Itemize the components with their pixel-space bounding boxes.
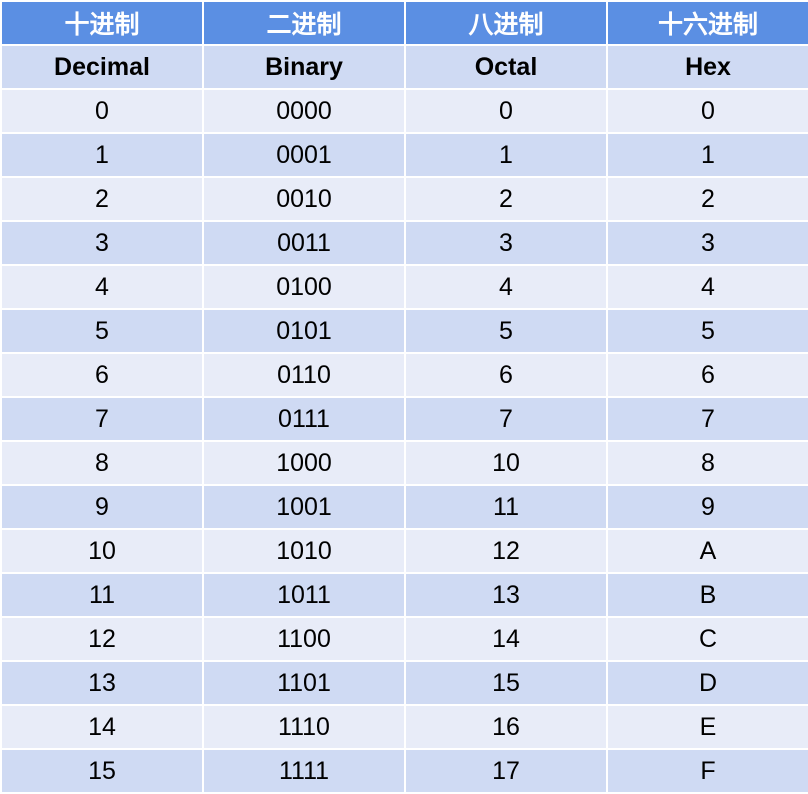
binary-cell: 1010 — [202, 528, 406, 574]
hex-cell: 6 — [606, 352, 808, 398]
decimal-cell: 8 — [0, 440, 204, 486]
table-row: 6 0110 6 6 — [0, 352, 808, 398]
octal-cell: 5 — [404, 308, 608, 354]
header-en-octal: Octal — [404, 44, 608, 90]
table-row: 11 1011 13 B — [0, 572, 808, 618]
octal-cell: 10 — [404, 440, 608, 486]
hex-cell: 7 — [606, 396, 808, 442]
binary-cell: 1110 — [202, 704, 406, 750]
decimal-cell: 15 — [0, 748, 204, 794]
octal-cell: 13 — [404, 572, 608, 618]
header-en-decimal: Decimal — [0, 44, 204, 90]
header-zh-hex: 十六进制 — [606, 0, 808, 46]
table-row: 12 1100 14 C — [0, 616, 808, 662]
decimal-cell: 9 — [0, 484, 204, 530]
table-row: 3 0011 3 3 — [0, 220, 808, 266]
table-row: 14 1110 16 E — [0, 704, 808, 750]
table-row: 0 0000 0 0 — [0, 88, 808, 134]
chinese-header-row: 十进制 二进制 八进制 十六进制 — [0, 0, 808, 46]
binary-cell: 1111 — [202, 748, 406, 794]
hex-cell: 1 — [606, 132, 808, 178]
decimal-cell: 3 — [0, 220, 204, 266]
octal-cell: 11 — [404, 484, 608, 530]
hex-cell: E — [606, 704, 808, 750]
octal-cell: 16 — [404, 704, 608, 750]
table-row: 7 0111 7 7 — [0, 396, 808, 442]
header-zh-octal: 八进制 — [404, 0, 608, 46]
hex-cell: B — [606, 572, 808, 618]
hex-cell: 4 — [606, 264, 808, 310]
octal-cell: 6 — [404, 352, 608, 398]
octal-cell: 2 — [404, 176, 608, 222]
hex-cell: F — [606, 748, 808, 794]
decimal-cell: 14 — [0, 704, 204, 750]
binary-cell: 0010 — [202, 176, 406, 222]
header-zh-decimal: 十进制 — [0, 0, 204, 46]
decimal-cell: 11 — [0, 572, 204, 618]
binary-cell: 0000 — [202, 88, 406, 134]
binary-cell: 0001 — [202, 132, 406, 178]
binary-cell: 1001 — [202, 484, 406, 530]
octal-cell: 1 — [404, 132, 608, 178]
table-body: 0 0000 0 0 1 0001 1 1 2 0010 2 2 3 0011 3 3 4 0100 4 4 5 0101… — [0, 88, 808, 794]
decimal-cell: 4 — [0, 264, 204, 310]
octal-cell: 17 — [404, 748, 608, 794]
header-en-binary: Binary — [202, 44, 406, 90]
decimal-cell: 7 — [0, 396, 204, 442]
binary-cell: 0101 — [202, 308, 406, 354]
decimal-cell: 10 — [0, 528, 204, 574]
hex-cell: 2 — [606, 176, 808, 222]
table-row: 8 1000 10 8 — [0, 440, 808, 486]
decimal-cell: 6 — [0, 352, 204, 398]
hex-cell: C — [606, 616, 808, 662]
decimal-cell: 5 — [0, 308, 204, 354]
octal-cell: 0 — [404, 88, 608, 134]
decimal-cell: 12 — [0, 616, 204, 662]
binary-cell: 0100 — [202, 264, 406, 310]
octal-cell: 4 — [404, 264, 608, 310]
octal-cell: 12 — [404, 528, 608, 574]
octal-cell: 14 — [404, 616, 608, 662]
hex-cell: 8 — [606, 440, 808, 486]
binary-cell: 1011 — [202, 572, 406, 618]
decimal-cell: 0 — [0, 88, 204, 134]
hex-cell: 9 — [606, 484, 808, 530]
header-zh-binary: 二进制 — [202, 0, 406, 46]
binary-cell: 0011 — [202, 220, 406, 266]
octal-cell: 3 — [404, 220, 608, 266]
decimal-cell: 2 — [0, 176, 204, 222]
octal-cell: 15 — [404, 660, 608, 706]
binary-cell: 1000 — [202, 440, 406, 486]
decimal-cell: 1 — [0, 132, 204, 178]
english-header-row: Decimal Binary Octal Hex — [0, 44, 808, 90]
table-row: 15 1111 17 F — [0, 748, 808, 794]
decimal-cell: 13 — [0, 660, 204, 706]
hex-cell: 5 — [606, 308, 808, 354]
table-row: 2 0010 2 2 — [0, 176, 808, 222]
table-row: 1 0001 1 1 — [0, 132, 808, 178]
hex-cell: 0 — [606, 88, 808, 134]
hex-cell: 3 — [606, 220, 808, 266]
binary-cell: 0110 — [202, 352, 406, 398]
binary-cell: 1101 — [202, 660, 406, 706]
header-en-hex: Hex — [606, 44, 808, 90]
table-row: 5 0101 5 5 — [0, 308, 808, 354]
hex-cell: D — [606, 660, 808, 706]
table-row: 13 1101 15 D — [0, 660, 808, 706]
binary-cell: 0111 — [202, 396, 406, 442]
binary-cell: 1100 — [202, 616, 406, 662]
table-row: 4 0100 4 4 — [0, 264, 808, 310]
hex-cell: A — [606, 528, 808, 574]
table-row: 9 1001 11 9 — [0, 484, 808, 530]
octal-cell: 7 — [404, 396, 608, 442]
